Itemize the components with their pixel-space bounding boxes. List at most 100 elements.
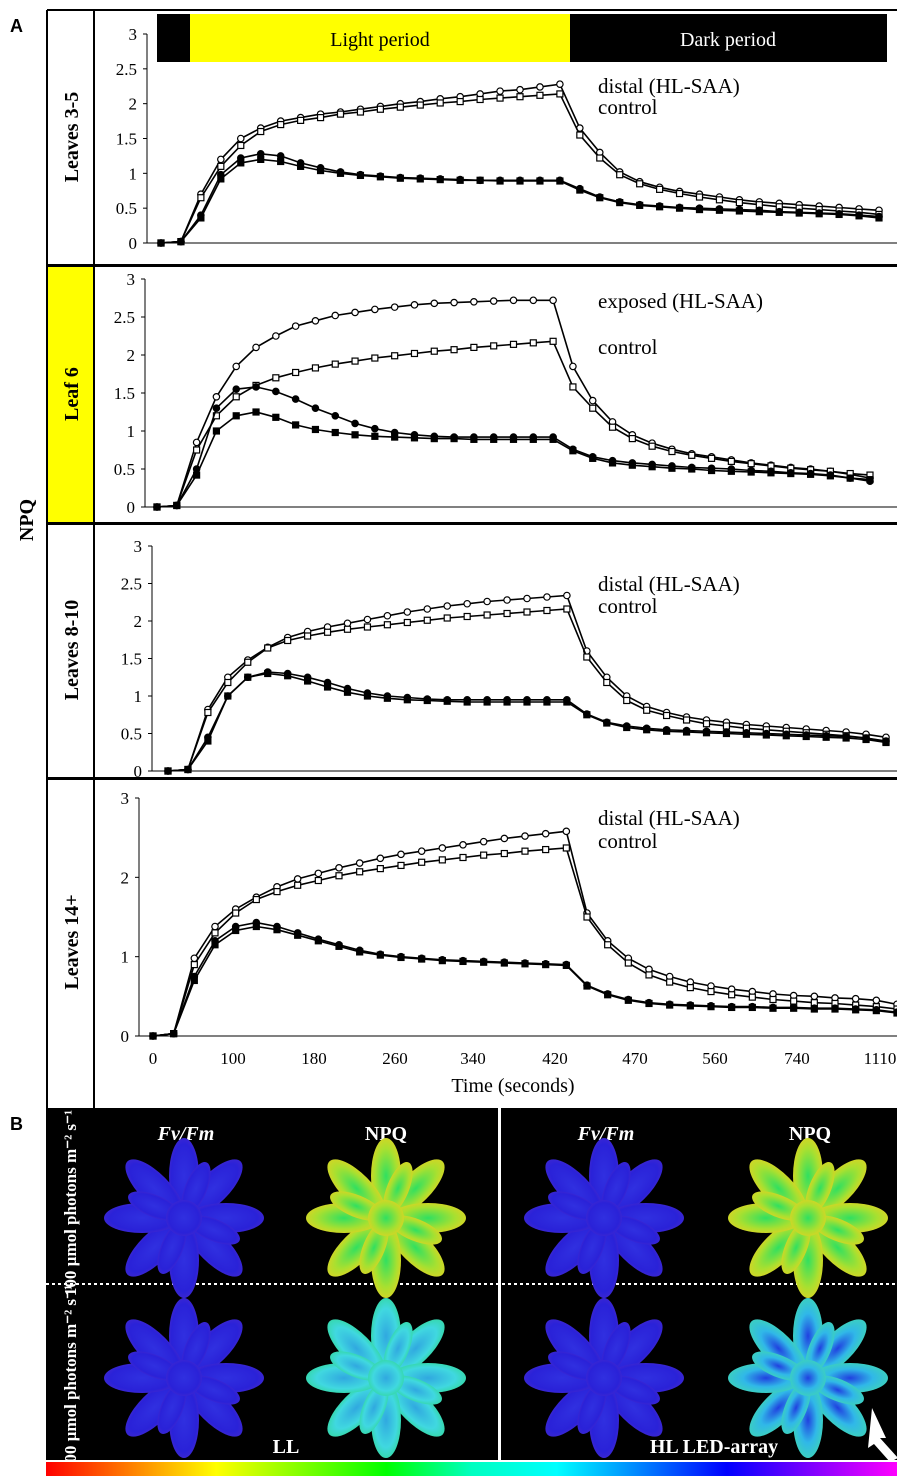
data-point: [383, 694, 391, 702]
data-point: [735, 207, 743, 215]
data-point: [787, 469, 795, 478]
data-point: [645, 999, 653, 1008]
col-header-npq-ll: NPQ: [365, 1123, 407, 1145]
data-point: [436, 99, 444, 107]
data-point: [410, 434, 419, 442]
data-point: [556, 177, 564, 185]
data-point: [257, 127, 265, 136]
data-point: [835, 210, 843, 219]
data-point: [252, 343, 260, 352]
data-point: [503, 609, 511, 618]
x-tick-label: 420: [542, 1049, 568, 1068]
data-point: [217, 175, 225, 183]
data-point: [483, 597, 491, 606]
data-point: [523, 608, 531, 616]
data-point: [204, 737, 212, 745]
data-point: [643, 706, 651, 714]
data-point: [616, 171, 624, 179]
data-point: [810, 992, 819, 1001]
data-point: [872, 996, 881, 1005]
data-point: [273, 926, 281, 934]
data-point: [503, 596, 511, 604]
data-point: [490, 342, 498, 350]
data-point: [866, 476, 874, 484]
data-point: [264, 669, 272, 678]
data-point: [470, 297, 478, 306]
data-point: [190, 976, 198, 985]
data-point: [675, 204, 684, 212]
data-point: [177, 238, 185, 246]
data-point: [688, 465, 696, 473]
col-header-fvfm-hl: Fv/Fm: [577, 1123, 635, 1145]
data-point: [628, 461, 636, 469]
data-point: [410, 349, 419, 358]
data-point: [211, 922, 219, 931]
data-point: [351, 431, 359, 439]
data-point: [496, 94, 504, 102]
data-point: [190, 960, 198, 969]
x-tick-label: 1110: [864, 1049, 897, 1068]
data-point: [536, 177, 544, 185]
y-tick-label: 1.5: [116, 130, 137, 149]
data-point: [722, 729, 731, 738]
data-point: [882, 738, 890, 747]
data-point: [284, 636, 292, 645]
data-point: [351, 308, 359, 317]
data-point: [311, 404, 320, 413]
data-point: [695, 193, 704, 201]
y-tick-label: 2.5: [116, 60, 137, 79]
data-point: [391, 433, 399, 441]
data-point: [715, 206, 724, 214]
data-point: [232, 412, 240, 420]
data-point: [875, 214, 883, 222]
data-point: [376, 865, 384, 873]
data-point: [603, 678, 611, 687]
data-point: [297, 116, 305, 124]
panel-b-letter: B: [10, 1114, 23, 1134]
data-point: [855, 212, 863, 220]
data-point: [727, 457, 735, 465]
data-point: [503, 698, 511, 706]
row-separator: [47, 264, 897, 267]
data-point: [456, 176, 464, 184]
data-point: [496, 87, 504, 95]
data-point: [272, 374, 280, 382]
x-tick-label: 740: [784, 1049, 810, 1068]
plant-image-npq-hl-100: [728, 1138, 888, 1298]
data-point: [272, 387, 280, 396]
data-point: [509, 435, 518, 443]
y-tick-label: 0.5: [116, 199, 137, 218]
data-point: [311, 425, 320, 434]
data-point: [356, 948, 364, 956]
data-point: [604, 991, 612, 999]
x-axis-label: Time (seconds): [451, 1075, 574, 1097]
data-point: [272, 332, 280, 340]
data-point: [722, 722, 731, 730]
data-point: [277, 120, 285, 129]
data-point: [211, 941, 219, 949]
data-point: [549, 435, 557, 443]
data-point: [294, 881, 302, 889]
y-tick-label: 1.5: [114, 384, 135, 403]
data-point: [846, 474, 854, 482]
data-point: [648, 442, 656, 450]
data-point: [563, 605, 571, 613]
data-point: [212, 404, 221, 413]
data-point: [430, 347, 438, 355]
x-tick-label: 560: [702, 1049, 728, 1068]
data-point: [252, 895, 260, 904]
data-point: [459, 957, 467, 966]
data-point: [893, 1009, 897, 1017]
data-point: [529, 339, 537, 347]
data-point: [335, 942, 343, 950]
y-tick-label: 1: [127, 422, 136, 441]
data-point: [232, 362, 241, 371]
series-line-0: [160, 83, 880, 244]
data-point: [636, 180, 644, 188]
data-point: [211, 929, 219, 937]
series-annotation: distal (HL-SAA): [598, 806, 740, 830]
group-label-ll: LL: [273, 1436, 300, 1458]
data-point: [583, 982, 591, 990]
data-point: [403, 696, 411, 704]
